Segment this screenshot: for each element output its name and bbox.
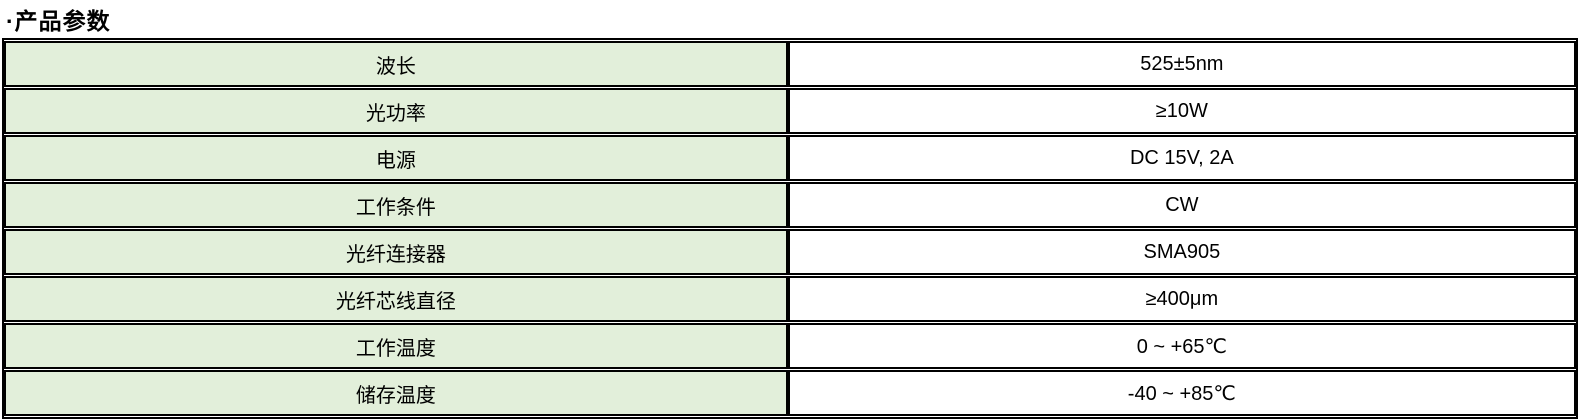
param-value-cell: ≥400μm [787,276,1576,322]
page-title: ·产品参数 [6,8,111,34]
param-label-cell: 电源 [4,135,788,181]
param-value-cell: SMA905 [787,229,1576,275]
param-value-cell: DC 15V, 2A [787,135,1576,181]
param-table-border: 波长 525±5nm 光功率 ≥10W 电源 DC 15V, 2A 工作条件 C… [2,38,1578,419]
section-title-bar: ·产品参数 [0,0,1582,38]
param-value-cell: -40 ~ +85℃ [787,370,1576,416]
param-label-cell: 光纤芯线直径 [4,276,788,322]
param-label-cell: 工作条件 [4,182,788,228]
table-row: 光纤连接器 SMA905 [4,229,1576,275]
param-label-cell: 光功率 [4,88,788,134]
table-row: 光纤芯线直径 ≥400μm [4,276,1576,322]
param-label-cell: 工作温度 [4,323,788,369]
param-label-cell: 波长 [4,41,788,87]
table-row: 工作温度 0 ~ +65℃ [4,323,1576,369]
param-label-cell: 光纤连接器 [4,229,788,275]
param-value-cell: 0 ~ +65℃ [787,323,1576,369]
table-row: 光功率 ≥10W [4,88,1576,134]
param-value-cell: ≥10W [787,88,1576,134]
param-value-cell: CW [787,182,1576,228]
table-row: 电源 DC 15V, 2A [4,135,1576,181]
table-row: 波长 525±5nm [4,41,1576,87]
table-row: 工作条件 CW [4,182,1576,228]
param-table: 波长 525±5nm 光功率 ≥10W 电源 DC 15V, 2A 工作条件 C… [4,40,1576,417]
param-label-cell: 储存温度 [4,370,788,416]
param-value-cell: 525±5nm [787,41,1576,87]
table-row: 储存温度 -40 ~ +85℃ [4,370,1576,416]
